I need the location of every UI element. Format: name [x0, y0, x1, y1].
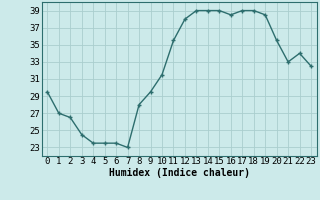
X-axis label: Humidex (Indice chaleur): Humidex (Indice chaleur)	[109, 168, 250, 178]
